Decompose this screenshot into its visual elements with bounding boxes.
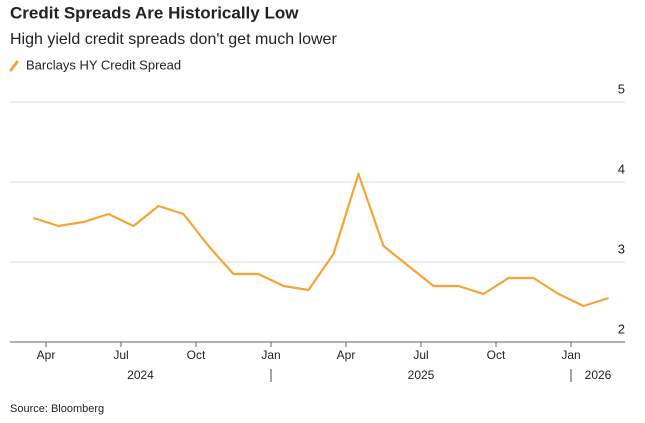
chart-title: Credit Spreads Are Historically Low bbox=[10, 3, 299, 22]
legend-swatch bbox=[9, 60, 19, 72]
x-tick-label: Apr bbox=[37, 348, 56, 362]
source: Source: Bloomberg bbox=[10, 403, 104, 415]
y-tick-label: 3 bbox=[618, 241, 625, 256]
x-tick-label: Jan bbox=[561, 348, 580, 362]
data-line bbox=[33, 172, 609, 308]
year-label: 2024 bbox=[127, 368, 154, 382]
x-tick-label: Jan bbox=[261, 348, 280, 362]
chart-subtitle: High yield credit spreads don't get much… bbox=[10, 31, 337, 48]
year-label: 2025 bbox=[408, 368, 435, 382]
y-tick-label: 4 bbox=[618, 161, 625, 176]
y-tick-label: 5 bbox=[618, 81, 625, 96]
x-tick-label: Jul bbox=[413, 348, 428, 362]
legend-label: Barclays HY Credit Spread bbox=[26, 57, 181, 72]
x-tick-label: Oct bbox=[187, 348, 206, 362]
x-tick-label: Oct bbox=[487, 348, 506, 362]
y-tick-label: 2 bbox=[618, 321, 625, 336]
x-tick-label: Apr bbox=[337, 348, 356, 362]
x-tick-label: Jul bbox=[113, 348, 128, 362]
year-label: 2026 bbox=[585, 368, 612, 382]
